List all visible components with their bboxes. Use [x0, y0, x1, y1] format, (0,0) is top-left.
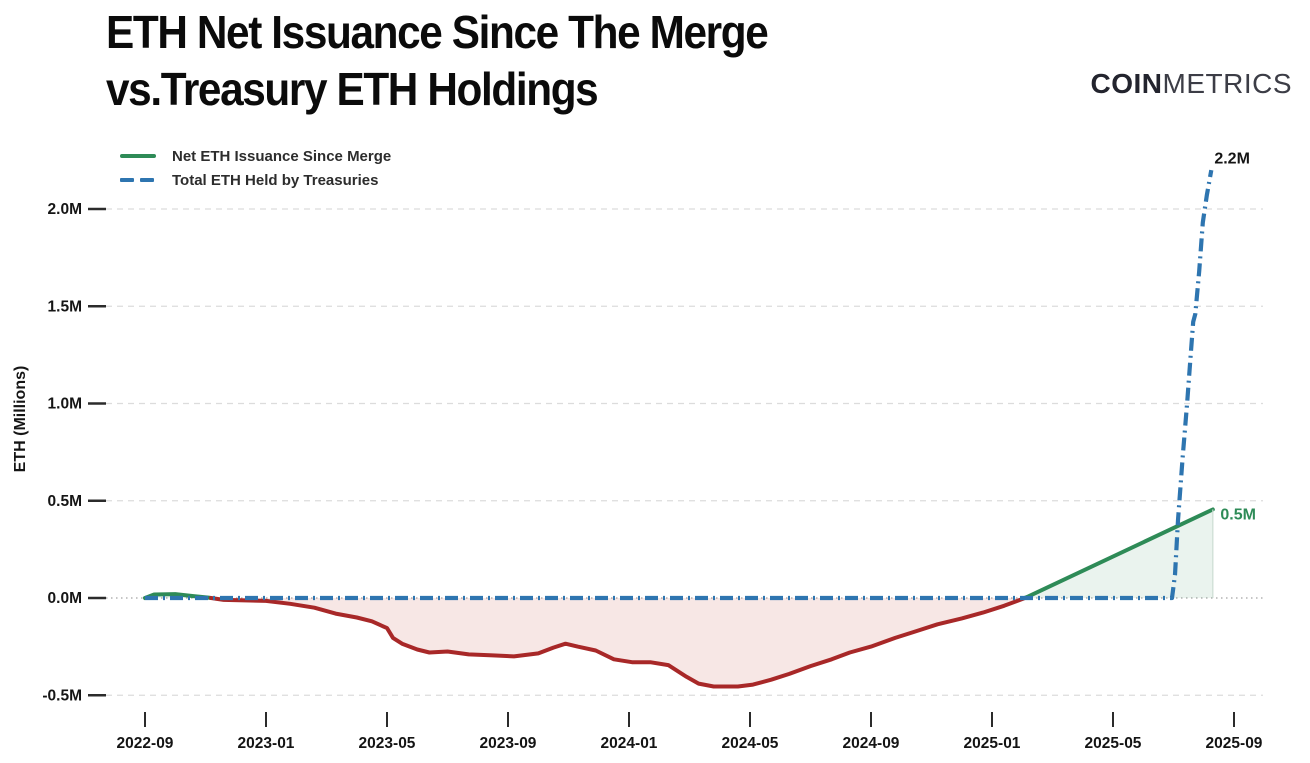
coinmetrics-logo: COINMETRICS	[1091, 68, 1293, 100]
value-annotation: 2.2M	[1214, 150, 1250, 167]
x-tick-label: 2022-09	[117, 735, 174, 752]
title-line-2: vs.Treasury ETH Holdings	[106, 63, 599, 115]
solid-line-swatch-icon	[120, 154, 156, 158]
y-tick-label: 0.5M	[48, 493, 82, 510]
net-issuance-line-positive	[143, 592, 213, 600]
x-tick-label: 2023-01	[238, 735, 295, 752]
y-tick-label: 0.0M	[48, 590, 82, 607]
y-tick-label: 1.5M	[48, 298, 82, 315]
net-issuance-line-negative	[209, 596, 1027, 689]
legend-label-net-issuance: Net ETH Issuance Since Merge	[172, 147, 392, 165]
x-tick-label: 2024-05	[722, 735, 779, 752]
value-annotation: 0.5M	[1220, 506, 1256, 523]
x-tick-label: 2024-01	[601, 735, 658, 752]
x-tick-label: 2023-05	[359, 735, 416, 752]
y-tick-label: -0.5M	[42, 687, 82, 704]
x-tick-label: 2023-09	[480, 735, 537, 752]
x-tick-label: 2025-09	[1206, 735, 1263, 752]
dashed-line-swatch-icon	[120, 178, 156, 182]
x-tick-label: 2024-09	[843, 735, 900, 752]
positive-area-fill	[1024, 509, 1213, 598]
legend: Net ETH Issuance Since Merge Total ETH H…	[120, 144, 391, 192]
page-title: ETH Net Issuance Since The Merge vs.Trea…	[106, 4, 769, 118]
legend-item-treasuries: Total ETH Held by Treasuries	[120, 168, 391, 192]
legend-item-net-issuance: Net ETH Issuance Since Merge	[120, 144, 391, 168]
y-tick-label: 2.0M	[48, 201, 82, 218]
logo-text-bold: COIN	[1090, 68, 1163, 99]
logo-text-light: METRICS	[1162, 68, 1292, 99]
x-tick-label: 2025-05	[1085, 735, 1142, 752]
y-tick-label: 1.0M	[48, 396, 82, 413]
negative-area-fill	[211, 598, 1025, 687]
x-tick-label: 2025-01	[964, 735, 1021, 752]
title-line-1: ETH Net Issuance Since The Merge	[106, 6, 769, 58]
legend-label-treasuries: Total ETH Held by Treasuries	[172, 171, 379, 189]
treasuries-dashed-line	[145, 169, 1214, 601]
